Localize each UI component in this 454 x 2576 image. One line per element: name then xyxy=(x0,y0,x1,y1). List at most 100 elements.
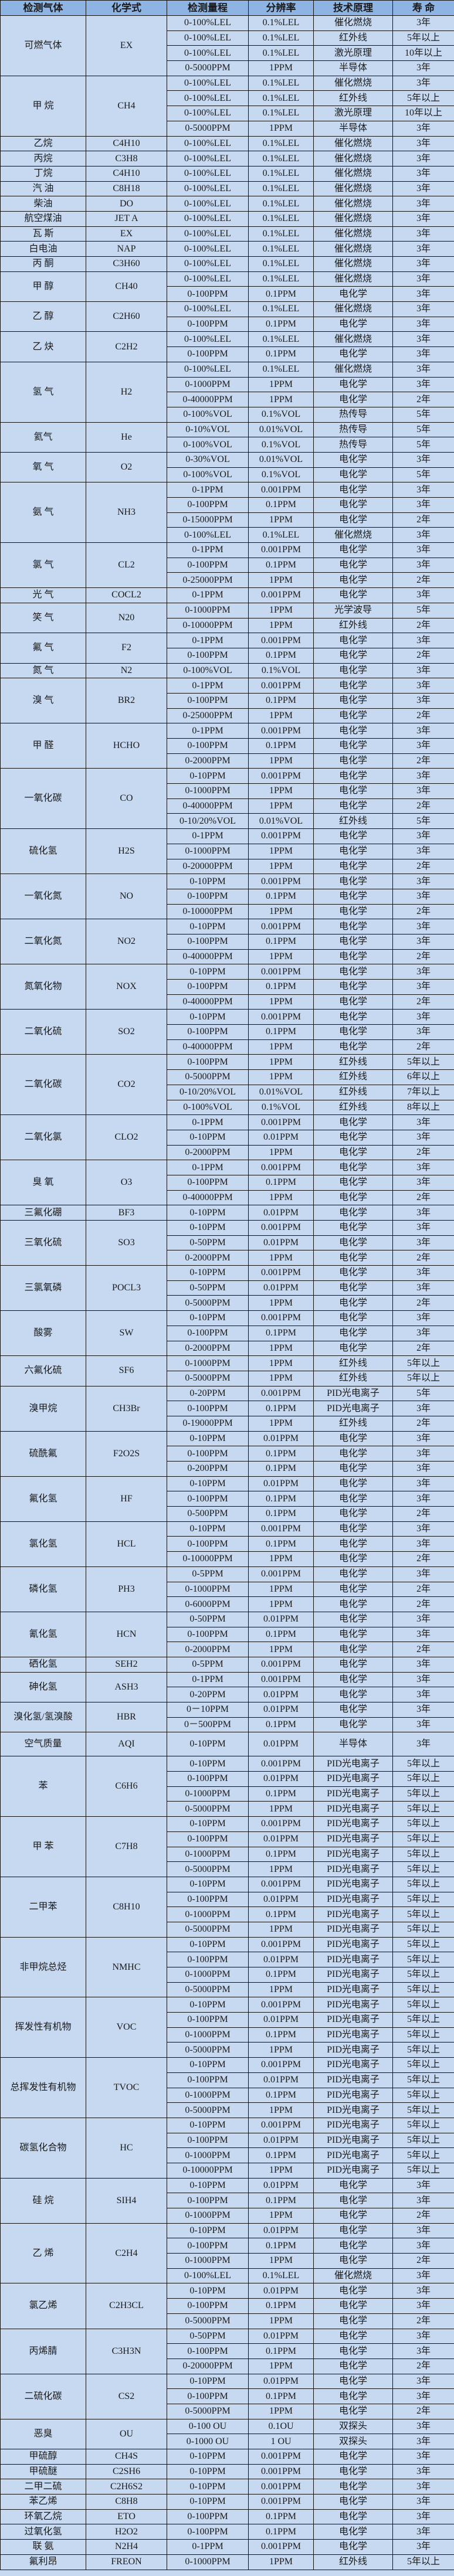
life-cell: 3年 xyxy=(392,662,454,679)
range-cell: 0-10/20%VOL xyxy=(167,1084,249,1100)
life-cell: 5年以上 xyxy=(392,1952,454,1967)
range-cell: 0-10PPM xyxy=(167,2283,249,2299)
table-row: 0-100%LEL 0.1%LEL 激光原理 10年以上 xyxy=(1,106,454,121)
resolution-cell: 0.1%LEL xyxy=(248,271,314,287)
principle-cell: PID光电离子 xyxy=(313,1876,393,1892)
gas-name: 氟 气 xyxy=(0,633,86,664)
life-cell: 5年以上 xyxy=(392,2012,454,2028)
table-row: 0-50PPM 0.01PPM 电化学 3年 xyxy=(1,1235,454,1251)
principle-cell: 电化学 xyxy=(313,1491,393,1507)
principle-cell: 电化学 xyxy=(313,1039,393,1055)
principle-cell: 电化学 xyxy=(313,1717,393,1733)
principle-cell: 电化学 xyxy=(313,587,393,603)
principle-cell: 电化学 xyxy=(313,286,393,303)
principle-cell: 电化学 xyxy=(313,1656,393,1673)
range-cell: 0-10000PPM xyxy=(167,2162,249,2179)
table-row: 0-2000PPM 1PPM 电化学 2年 xyxy=(1,1642,454,1657)
resolution-cell: 1PPM xyxy=(248,2102,314,2118)
life-cell: 3年 xyxy=(392,2283,454,2299)
gas-name: 氯化氢 xyxy=(0,1521,86,1567)
resolution-cell: 0.001PPM xyxy=(248,1566,314,1582)
table-row: 硫酰氟 F2O2S 0-10PPM 0.01PPM 电化学 3年 xyxy=(0,1430,454,1477)
life-cell: 3年 xyxy=(392,75,454,91)
table-row: 航空煤油 JET A 0-100%LEL 0.1%LEL 催化燃烧 3年 xyxy=(0,210,454,227)
principle-cell: PID光电离子 xyxy=(313,1816,393,1832)
resolution-cell: 1PPM xyxy=(248,1921,314,1938)
resolution-cell: 1PPM xyxy=(248,2313,314,2329)
table-row: 环氧乙烷 ETO 0-100PPM 0.1PPM 电化学 3年 xyxy=(0,2509,454,2525)
principle-cell: 电化学 xyxy=(313,451,393,468)
gas-name: 挥发性有机物 xyxy=(0,1997,86,2058)
chemical-formula: C3H3N xyxy=(86,2328,167,2374)
resolution-cell: 0.1PPM xyxy=(248,692,314,709)
life-cell: 5年以上 xyxy=(392,2117,454,2133)
resolution-cell: 0.1%LEL xyxy=(248,241,314,257)
range-cell: 0-100PPM xyxy=(167,316,249,332)
table-row: 0-10000PPM 1PPM 电化学 2年 xyxy=(1,1551,454,1567)
life-cell: 5年以上 xyxy=(392,1831,454,1847)
gas-name: 瓦 斯 xyxy=(0,226,86,242)
principle-cell: 电化学 xyxy=(313,1235,393,1251)
table-row: 0-40000PPM 1PPM 电化学 2年 xyxy=(1,392,454,407)
range-cell: 0-5000PPM xyxy=(167,1801,249,1817)
table-row: 0-100PPM 0.1PPM 电化学 3年 xyxy=(1,1325,454,1341)
range-cell: 0-100PPM xyxy=(167,1891,249,1908)
table-row: 氯 气 CL2 0-1PPM 0.001PPM 电化学 3年 xyxy=(0,542,454,589)
range-cell: 0-100PPM xyxy=(167,286,249,303)
life-cell: 3年 xyxy=(392,783,454,799)
resolution-cell: 0.001PPM xyxy=(248,768,314,784)
life-cell: 2年 xyxy=(392,1642,454,1657)
principle-cell: 电化学 xyxy=(313,2358,393,2374)
range-cell: 0-2000PPM xyxy=(167,1642,249,1657)
resolution-cell: 0.1%LEL xyxy=(248,45,314,62)
range-cell: 0-2000PPM xyxy=(167,1250,249,1266)
life-cell: 3年 xyxy=(392,1656,454,1673)
range-cell: 0-10PPM xyxy=(167,964,249,980)
resolution-cell: 0.1PPM xyxy=(248,2298,314,2314)
principle-cell: 红外线 xyxy=(313,1370,393,1386)
resolution-cell: 0.1%VOL xyxy=(248,467,314,483)
principle-cell: 电化学 xyxy=(313,964,393,980)
principle-cell: 电化学 xyxy=(313,1174,393,1191)
range-cell: 0-100PPM xyxy=(167,647,249,664)
range-cell: 0-100PPM xyxy=(167,933,249,950)
range-cell: 0-200PPM xyxy=(167,1461,249,1477)
life-cell: 5年以上 xyxy=(392,2027,454,2043)
principle-cell: 电化学 xyxy=(313,1476,393,1492)
life-cell: 2年 xyxy=(392,798,454,814)
header-principle: 技术原理 xyxy=(313,0,393,16)
table-row: 0-5000PPM 1PPM 电化学 2年 xyxy=(1,1295,454,1311)
life-cell: 3年 xyxy=(392,1401,454,1416)
chemical-formula: C8H18 xyxy=(86,181,167,197)
range-cell: 0-100PPM xyxy=(167,2132,249,2149)
principle-cell: 催化燃烧 xyxy=(313,210,393,227)
table-row: 0-5000PPM 1PPM 半导体 3年 xyxy=(1,120,454,137)
table-row: 0-100%LEL 0.1%LEL 催化燃烧 3年 xyxy=(1,2268,454,2284)
table-row: 磷化氢 PH3 0-5PPM 0.001PPM 电化学 3年 xyxy=(0,1566,454,1612)
principle-cell: 电化学 xyxy=(313,843,393,859)
principle-cell: 半导体 xyxy=(313,60,393,76)
principle-cell: 电化学 xyxy=(313,888,393,905)
resolution-cell: 0.001PPM xyxy=(248,2539,314,2555)
chemical-formula: CH4 xyxy=(86,75,167,137)
resolution-cell: 1PPM xyxy=(248,1801,314,1817)
life-cell: 2年 xyxy=(392,753,454,769)
principle-cell: 电化学 xyxy=(313,647,393,664)
chemical-formula: F2 xyxy=(86,633,167,664)
range-cell: 0-5000PPM xyxy=(167,1982,249,1998)
resolution-cell: 1PPM xyxy=(248,1069,314,1085)
range-cell: 0-100%LEL xyxy=(167,181,249,197)
resolution-cell: 1 OU xyxy=(248,2434,314,2449)
chemical-formula: C2H2 xyxy=(86,331,167,362)
life-cell: 5年以上 xyxy=(392,1756,454,1772)
gas-name: 氨 气 xyxy=(0,482,86,543)
resolution-cell: 0.1%LEL xyxy=(248,151,314,166)
resolution-cell: 0.1PPM xyxy=(248,2238,314,2254)
principle-cell: 电化学 xyxy=(313,467,393,483)
range-cell: 0-100PPM xyxy=(167,2193,249,2208)
principle-cell: 红外线 xyxy=(313,617,393,634)
principle-cell: 电化学 xyxy=(313,678,393,694)
table-row: 汽 油 C8H18 0-100%LEL 0.1%LEL 催化燃烧 3年 xyxy=(0,181,454,197)
resolution-cell: 1PPM xyxy=(248,1190,314,1206)
table-row: 0-40000PPM 1PPM 电化学 2年 xyxy=(1,949,454,965)
